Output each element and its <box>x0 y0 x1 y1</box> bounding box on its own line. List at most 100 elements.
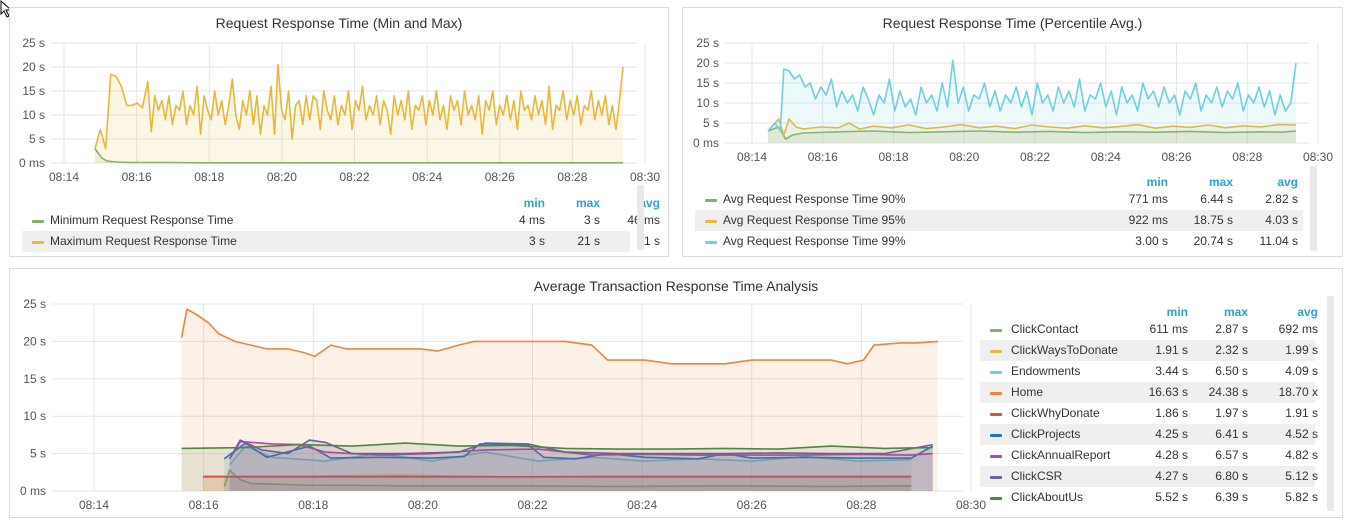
legend-row[interactable]: Maximum Request Response Time 3 s 21 s 11 s <box>22 231 660 252</box>
legend-series-name: Endowments <box>1011 364 1081 378</box>
legend-row[interactable]: ClickCSR 4.27 s 6.80 s 5.12 s <box>980 466 1318 487</box>
legend-series-name: Home <box>1011 385 1044 399</box>
panel-title: Request Response Time (Percentile Avg.) <box>882 15 1143 31</box>
legend-value-avg: 4.52 s <box>1285 427 1318 441</box>
x-tick-label: 08:24 <box>627 498 657 512</box>
x-tick-label: 08:30 <box>630 170 660 184</box>
x-tick-label: 08:14 <box>737 150 767 164</box>
legend-row[interactable]: Minimum Request Response Time 4 ms 3 s 46 m… <box>22 210 660 231</box>
series-area-7 <box>229 440 933 491</box>
legend-header-avg[interactable]: avg <box>1297 305 1318 319</box>
x-tick-label: 08:28 <box>1232 150 1262 164</box>
legend-header-max[interactable]: max <box>1208 175 1233 189</box>
x-tick-label: 08:26 <box>737 498 767 512</box>
legend-value-avg: 11 s <box>638 234 660 248</box>
x-tick-label: 08:16 <box>122 170 152 184</box>
series-area-4 <box>202 476 912 491</box>
legend-series-name: ClickContact <box>1011 322 1079 336</box>
legend-swatch <box>705 241 717 244</box>
legend-value-min: 4.28 s <box>1155 448 1188 462</box>
legend-header-min[interactable]: min <box>1146 175 1168 189</box>
series-area-8 <box>181 443 933 491</box>
legend-value-min: 611 ms <box>1149 322 1188 336</box>
panel-title: Average Transaction Response Time Analys… <box>533 278 819 294</box>
y-tick-label: 0 ms <box>20 484 46 498</box>
legend-row[interactable]: ClickAboutUs 5.52 s 6.39 s 5.82 s <box>980 487 1318 508</box>
x-tick-label: 08:24 <box>412 170 442 184</box>
series-line-0 <box>94 148 623 164</box>
legend-value-avg: 4.03 s <box>1265 213 1298 227</box>
y-tick-label: 25 s <box>23 297 46 311</box>
legend-value-max: 18.75 s <box>1193 213 1233 227</box>
legend-value-min: 1.91 s <box>1155 343 1188 357</box>
legend-scrollbar[interactable] <box>1310 166 1317 251</box>
legend-header-max[interactable]: max <box>1223 305 1248 319</box>
legend-value-min: 922 ms <box>1128 213 1168 227</box>
series-area-5 <box>224 443 933 491</box>
panel-min-max: Request Response Time (Min and Max) <box>9 7 669 257</box>
legend-value-avg: 5.12 s <box>1285 469 1318 483</box>
legend-scrollbar[interactable] <box>637 185 644 250</box>
y-tick-label: 20 s <box>23 334 46 348</box>
legend-swatch <box>705 220 717 223</box>
legend-series-name: ClickAnnualReport <box>1011 448 1111 462</box>
y-tick-label: 25 s <box>696 36 719 50</box>
x-tick-label: 08:22 <box>517 498 547 512</box>
legend-value-max: 1.97 s <box>1215 406 1248 420</box>
legend-value-min: 1.86 s <box>1155 406 1188 420</box>
x-tick-label: 08:22 <box>1020 150 1050 164</box>
legend-value-min: 3.00 s <box>1135 234 1168 248</box>
series-area-0 <box>768 127 1296 143</box>
x-tick-label: 08:14 <box>49 170 79 184</box>
x-tick-label: 08:18 <box>878 150 908 164</box>
legend-header-avg[interactable]: avg <box>1277 175 1298 189</box>
legend-row[interactable]: ClickWaysToDonate 1.91 s 2.32 s 1.99 s <box>980 340 1318 361</box>
legend-value-max: 6.41 s <box>1215 427 1248 441</box>
legend-value-avg: 4.82 s <box>1285 448 1318 462</box>
legend-value-max: 24.38 s <box>1208 385 1248 399</box>
x-tick-label: 08:30 <box>956 498 986 512</box>
legend-swatch <box>990 413 1002 416</box>
y-tick-label: 5 s <box>703 116 719 130</box>
legend-series-name: Avg Request Response Time 99% <box>723 234 906 248</box>
legend-row[interactable]: Avg Request Response Time 95% 922 ms 18.75… <box>695 210 1303 231</box>
legend-header-max[interactable]: max <box>575 196 600 210</box>
legend-row[interactable]: Avg Request Response Time 90% 771 ms 6.44 … <box>695 189 1303 210</box>
y-tick-label: 25 s <box>22 36 45 50</box>
series-line-7 <box>228 439 933 460</box>
legend-header-min[interactable]: min <box>1166 305 1188 319</box>
legend-row[interactable]: Home 16.63 s 24.38 s 18.70 x <box>980 382 1318 403</box>
legend-value-avg: 18.70 x <box>1278 385 1318 399</box>
y-tick-label: 20 s <box>22 60 45 74</box>
legend-swatch <box>990 329 1002 332</box>
legend-series-name: ClickProjects <box>1011 427 1081 441</box>
x-tick-label: 08:22 <box>339 170 369 184</box>
legend-swatch <box>32 220 44 223</box>
x-tick-label: 08:26 <box>485 170 515 184</box>
legend-value-avg: 2.82 s <box>1265 192 1298 206</box>
series-line-2 <box>767 59 1297 132</box>
series-area-2 <box>768 60 1296 144</box>
legend-value-avg: 11.04 s <box>1259 234 1298 248</box>
legend-header-avg[interactable]: avg <box>639 196 660 210</box>
legend-value-min: 771 ms <box>1128 192 1168 206</box>
legend-row[interactable]: ClickContact 611 ms 2.87 s 692 ms <box>980 319 1318 340</box>
legend-header-min[interactable]: min <box>523 196 545 210</box>
legend-scrollbar[interactable] <box>1327 296 1334 511</box>
y-tick-label: 5 s <box>30 447 46 461</box>
legend-row[interactable]: ClickProjects 4.25 s 6.41 s 4.52 s <box>980 424 1318 445</box>
legend-value-avg: 1.91 s <box>1285 406 1318 420</box>
legend-row[interactable]: ClickWhyDonate 1.86 s 1.97 s 1.91 s <box>980 403 1318 424</box>
legend-row[interactable]: ClickAnnualReport 4.28 s 6.57 s 4.82 s <box>980 445 1318 466</box>
y-tick-label: 15 s <box>696 76 719 90</box>
series-line-3 <box>180 308 939 365</box>
legend-value-avg: 1.99 s <box>1285 343 1318 357</box>
legend-value-max: 3 s <box>583 213 600 227</box>
x-tick-label: 08:30 <box>1303 150 1333 164</box>
legend-row[interactable]: Endowments 3.44 s 6.50 s 4.09 s <box>980 361 1318 382</box>
legend-series-name: ClickWhyDonate <box>1011 406 1100 420</box>
legend-value-max: 6.50 s <box>1215 364 1248 378</box>
legend-row[interactable]: Avg Request Response Time 99% 3.00 s 20.74… <box>695 231 1303 252</box>
legend-swatch <box>990 455 1002 458</box>
legend-value-max: 2.32 s <box>1215 343 1248 357</box>
